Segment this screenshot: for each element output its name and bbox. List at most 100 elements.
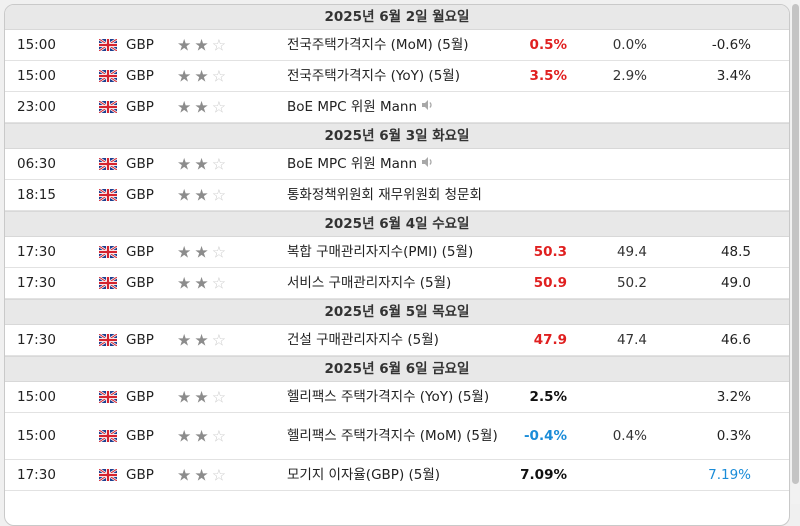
- event-time: 15:00: [17, 37, 56, 53]
- date-header: 2025년 6월 2일 월요일: [5, 5, 789, 30]
- star-empty-icon: ☆: [211, 330, 230, 350]
- actual-value: 50.9: [533, 275, 567, 291]
- currency-label: GBP: [126, 68, 154, 84]
- event-name[interactable]: 헬리팩스 주택가격지수 (YoY) (5월): [287, 387, 511, 407]
- speaker-icon: [421, 97, 434, 117]
- importance-stars: ★★☆: [177, 98, 229, 117]
- event-row[interactable]: 15:00 GBP ★★☆ 헬리팩스 주택가격지수 (YoY) (5월) 2.5% 3.2…: [5, 382, 789, 413]
- event-name[interactable]: BoE MPC 위원 Mann: [287, 154, 511, 174]
- importance-stars: ★★☆: [177, 331, 229, 350]
- event-name[interactable]: 서비스 구매관리자지수 (5월): [287, 273, 511, 293]
- actual-value: 0.5%: [529, 37, 567, 53]
- currency-label: GBP: [126, 37, 154, 53]
- event-name[interactable]: 통화정책위원회 재무위원회 청문회: [287, 185, 511, 205]
- uk-flag-icon: [98, 187, 118, 203]
- event-name-text[interactable]: 모기지 이자율(GBP) (5월): [287, 467, 441, 483]
- importance-stars: ★★☆: [177, 36, 229, 55]
- star-filled-icon: ★: [177, 35, 195, 55]
- event-name-text[interactable]: 전국주택가격지수 (MoM) (5월): [287, 37, 469, 53]
- event-time: 23:00: [17, 99, 56, 115]
- previous-value: 7.19%: [708, 467, 751, 483]
- star-filled-icon: ★: [177, 330, 195, 350]
- importance-stars: ★★☆: [177, 388, 229, 407]
- star-empty-icon: ☆: [211, 185, 230, 205]
- importance-stars: ★★☆: [177, 427, 229, 446]
- currency-label: GBP: [126, 428, 154, 444]
- event-name[interactable]: 헬리팩스 주택가격지수 (MoM) (5월): [287, 426, 511, 446]
- currency-label: GBP: [126, 156, 154, 172]
- event-name-text[interactable]: 복합 구매관리자지수(PMI) (5월): [287, 244, 474, 260]
- star-filled-icon: ★: [177, 66, 195, 86]
- event-row[interactable]: 17:30 GBP ★★☆ 서비스 구매관리자지수 (5월) 50.9 50.2 49.0: [5, 268, 789, 299]
- importance-stars: ★★☆: [177, 67, 229, 86]
- currency-label: GBP: [126, 332, 154, 348]
- event-name-text[interactable]: BoE MPC 위원 Mann: [287, 99, 418, 115]
- event-name-text[interactable]: 헬리팩스 주택가격지수 (MoM) (5월): [287, 428, 498, 444]
- star-filled-icon: ★: [177, 97, 195, 117]
- event-row[interactable]: 15:00 GBP ★★☆ 전국주택가격지수 (YoY) (5월) 3.5% 2.9% 3.…: [5, 61, 789, 92]
- event-name[interactable]: 모기지 이자율(GBP) (5월): [287, 465, 511, 485]
- actual-value: 50.3: [533, 244, 567, 260]
- actual-value: -0.4%: [523, 428, 567, 444]
- forecast-value: 47.4: [616, 332, 647, 348]
- event-row[interactable]: 15:00 GBP ★★☆ 전국주택가격지수 (MoM) (5월) 0.5% 0.0% -0…: [5, 30, 789, 61]
- importance-stars: ★★☆: [177, 243, 229, 262]
- importance-stars: ★★☆: [177, 186, 229, 205]
- event-row[interactable]: 17:30 GBP ★★☆ 건설 구매관리자지수 (5월) 47.9 47.4 46.6: [5, 325, 789, 356]
- previous-value: 0.3%: [716, 428, 751, 444]
- event-row[interactable]: 15:00 GBP ★★☆ 헬리팩스 주택가격지수 (MoM) (5월) -0.4% 0.…: [5, 413, 789, 460]
- star-filled-icon: ★: [194, 330, 212, 350]
- event-row[interactable]: 23:00 GBP ★★☆ BoE MPC 위원 Mann: [5, 92, 789, 123]
- previous-value: 48.5: [720, 244, 751, 260]
- previous-value: 3.4%: [716, 68, 751, 84]
- event-row[interactable]: 17:30 GBP ★★☆ 복합 구매관리자지수(PMI) (5월) 50.3 49.4 4…: [5, 237, 789, 268]
- event-name-text[interactable]: BoE MPC 위원 Mann: [287, 156, 418, 172]
- star-filled-icon: ★: [194, 465, 212, 485]
- star-filled-icon: ★: [177, 387, 195, 407]
- star-empty-icon: ☆: [211, 154, 230, 174]
- currency-label: GBP: [126, 244, 154, 260]
- star-empty-icon: ☆: [211, 426, 230, 446]
- star-filled-icon: ★: [194, 185, 212, 205]
- star-filled-icon: ★: [177, 465, 195, 485]
- vertical-scrollbar[interactable]: [791, 0, 800, 504]
- importance-stars: ★★☆: [177, 274, 229, 293]
- forecast-value: 0.4%: [612, 428, 647, 444]
- event-name-text[interactable]: 헬리팩스 주택가격지수 (YoY) (5월): [287, 389, 490, 405]
- star-filled-icon: ★: [194, 273, 212, 293]
- event-time: 15:00: [17, 389, 56, 405]
- event-name-text[interactable]: 서비스 구매관리자지수 (5월): [287, 275, 452, 291]
- event-row[interactable]: 18:15 GBP ★★☆ 통화정책위원회 재무위원회 청문회: [5, 180, 789, 211]
- actual-value: 2.5%: [529, 389, 567, 405]
- star-empty-icon: ☆: [211, 387, 230, 407]
- star-filled-icon: ★: [177, 154, 195, 174]
- event-row[interactable]: 17:30 GBP ★★☆ 모기지 이자율(GBP) (5월) 7.09% 7.19%: [5, 460, 789, 491]
- event-name[interactable]: BoE MPC 위원 Mann: [287, 97, 511, 117]
- actual-value: 7.09%: [520, 467, 567, 483]
- scrollbar-thumb[interactable]: [792, 4, 799, 484]
- uk-flag-icon: [98, 244, 118, 260]
- event-time: 06:30: [17, 156, 56, 172]
- uk-flag-icon: [98, 428, 118, 444]
- star-empty-icon: ☆: [211, 66, 230, 86]
- event-name-text[interactable]: 전국주택가격지수 (YoY) (5월): [287, 68, 460, 84]
- currency-label: GBP: [126, 275, 154, 291]
- event-name[interactable]: 건설 구매관리자지수 (5월): [287, 330, 511, 350]
- uk-flag-icon: [98, 275, 118, 291]
- previous-value: 46.6: [720, 332, 751, 348]
- importance-stars: ★★☆: [177, 155, 229, 174]
- importance-stars: ★★☆: [177, 466, 229, 485]
- currency-label: GBP: [126, 99, 154, 115]
- previous-value: 49.0: [720, 275, 751, 291]
- event-name-text[interactable]: 통화정책위원회 재무위원회 청문회: [287, 187, 482, 203]
- star-filled-icon: ★: [177, 273, 195, 293]
- event-name-text[interactable]: 건설 구매관리자지수 (5월): [287, 332, 439, 348]
- event-name[interactable]: 복합 구매관리자지수(PMI) (5월): [287, 242, 511, 262]
- star-filled-icon: ★: [194, 426, 212, 446]
- event-name[interactable]: 전국주택가격지수 (YoY) (5월): [287, 66, 511, 86]
- event-name[interactable]: 전국주택가격지수 (MoM) (5월): [287, 35, 511, 55]
- event-time: 15:00: [17, 428, 56, 444]
- uk-flag-icon: [98, 332, 118, 348]
- event-row[interactable]: 06:30 GBP ★★☆ BoE MPC 위원 Mann: [5, 149, 789, 180]
- date-header: 2025년 6월 4일 수요일: [5, 211, 789, 237]
